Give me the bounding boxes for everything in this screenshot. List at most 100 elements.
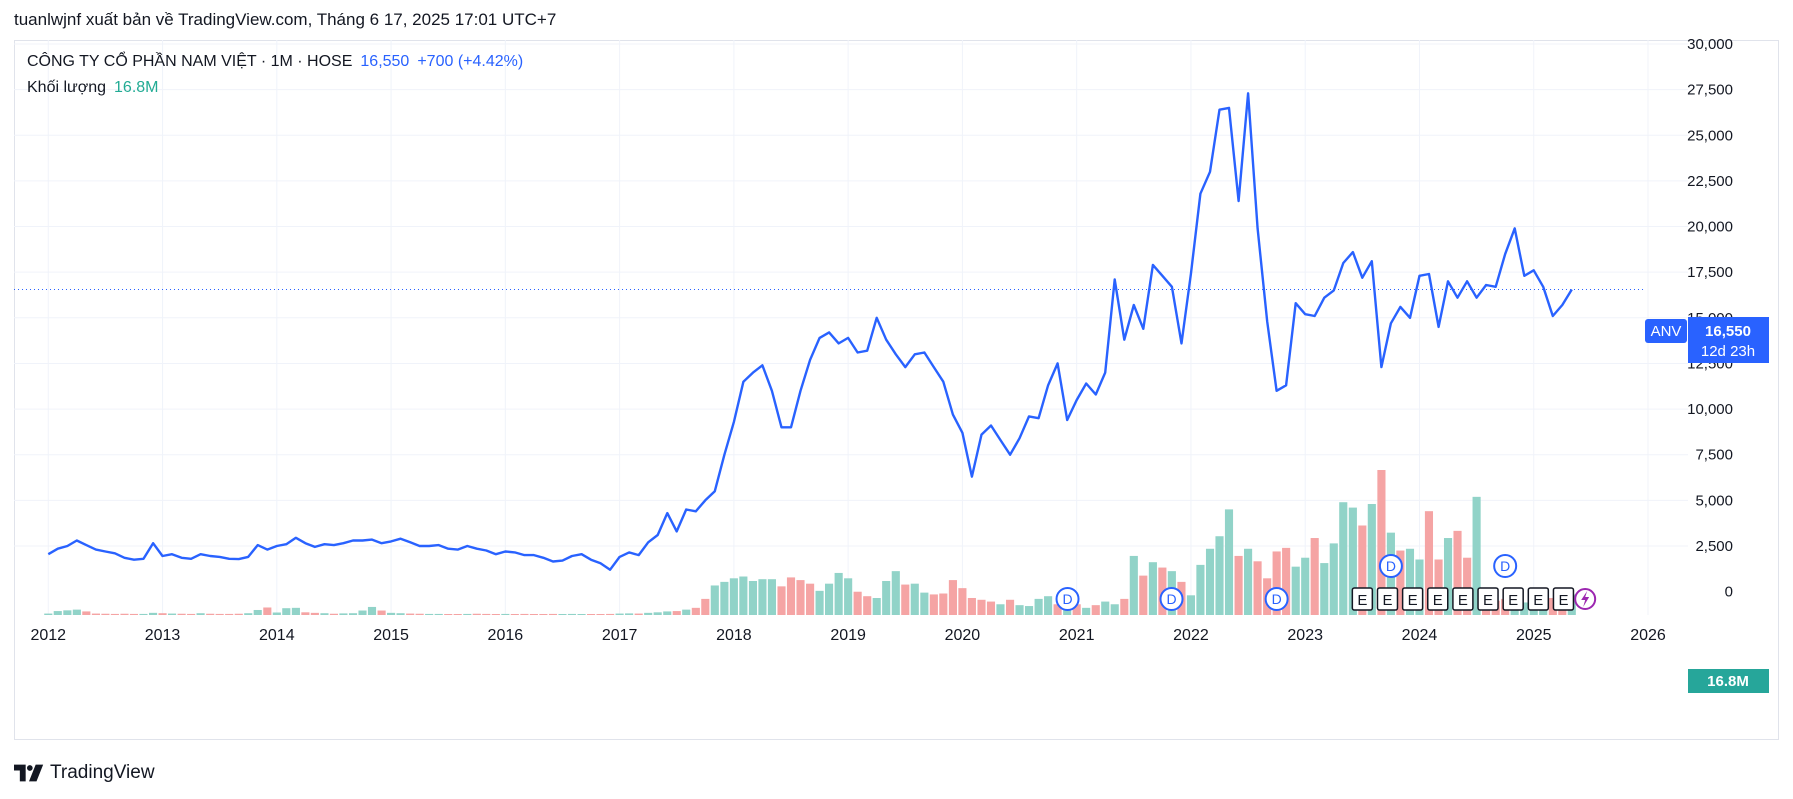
symbol-title: CÔNG TY CỔ PHẦN NAM VIỆT · 1M · HOSE <box>27 53 353 70</box>
volume-bar <box>453 614 462 615</box>
earnings-marker[interactable]: E <box>1401 587 1424 611</box>
earnings-marker[interactable]: E <box>1552 587 1575 611</box>
legend-change: +700 (+4.42%) <box>417 53 524 70</box>
volume-bar <box>644 612 653 615</box>
dividend-marker[interactable]: D <box>1378 554 1403 578</box>
x-axis: 2012 2013 2014 2015 2016 2017 2018 2019 2020 2021… <box>30 627 1665 644</box>
volume-bar <box>358 610 367 615</box>
volume-bar <box>339 613 348 615</box>
volume-bar <box>834 572 843 615</box>
y-tick-label: 30,000 <box>1687 36 1733 53</box>
volume-bar <box>1367 504 1376 615</box>
tradingview-brand[interactable]: TradingView <box>14 762 155 784</box>
volume-bar <box>53 611 62 615</box>
earnings-marker[interactable]: E <box>1452 587 1474 611</box>
volume-bar <box>139 613 148 615</box>
volume-bar <box>748 580 758 615</box>
volume-bar <box>329 613 339 615</box>
volume-bar <box>1348 507 1357 615</box>
dividend-marker-letter: D <box>1166 591 1176 607</box>
volume-bar <box>863 596 872 615</box>
volume-bar <box>1044 596 1053 615</box>
volume-bar <box>1377 470 1386 615</box>
x-tick-label: 2014 <box>259 627 295 644</box>
volume-bar <box>710 585 719 615</box>
volume-bar <box>444 614 453 615</box>
volume-bar <box>1310 538 1319 615</box>
volume-bar <box>187 613 196 615</box>
earnings-marker[interactable]: E <box>1376 587 1399 611</box>
volume-value-label: 16.8M <box>1688 669 1769 693</box>
volume-bar <box>396 613 405 615</box>
volume-bar <box>149 612 158 615</box>
volume-bar <box>263 607 272 615</box>
volume-bar <box>672 611 681 615</box>
price-chart[interactable]: D D DD DE E E E E E E E E 30,00027,50025,00022,5002… <box>0 0 1793 740</box>
earnings-marker-letter: E <box>1458 592 1468 609</box>
volume-bar <box>129 613 139 615</box>
earnings-marker-letter: E <box>1433 592 1443 609</box>
symbol-legend[interactable]: CÔNG TY CỔ PHẦN NAM VIỆT · 1M · HOSE 16,5… <box>27 53 523 71</box>
earnings-marker-letter: E <box>1533 592 1543 609</box>
dividend-marker[interactable]: D <box>1159 587 1184 611</box>
earnings-marker[interactable]: E <box>1527 587 1550 611</box>
earnings-marker[interactable]: E <box>1427 587 1449 611</box>
volume-bar <box>282 608 291 615</box>
volume-legend[interactable]: Khối lượng 16.8M <box>27 79 159 97</box>
price-badge-countdown: 12d 23h <box>1701 343 1755 360</box>
volume-bar <box>1358 525 1367 615</box>
volume-bar <box>196 613 205 615</box>
volume-bar <box>120 613 129 615</box>
x-tick-label: 2018 <box>716 627 752 644</box>
split-marker[interactable] <box>1574 588 1597 610</box>
volume-legend-value: 16.8M <box>114 79 159 96</box>
dividend-marker-circle <box>1159 587 1184 611</box>
volume-bar <box>425 613 434 615</box>
volume-bar <box>1463 557 1472 615</box>
volume-bar <box>1139 575 1148 615</box>
volume-bar <box>1148 562 1157 615</box>
volume-bar <box>1186 595 1196 615</box>
volume-bar <box>663 611 672 615</box>
price-line[interactable] <box>47 92 1573 571</box>
earnings-marker[interactable]: E <box>1502 587 1524 611</box>
x-tick-label: 2019 <box>830 627 866 644</box>
volume-badge-text: 16.8M <box>1707 673 1749 690</box>
x-tick-label: 2023 <box>1287 627 1323 644</box>
earnings-marker[interactable]: E <box>1477 587 1499 611</box>
earnings-marker-letter: E <box>1483 592 1493 609</box>
volume-bar <box>691 607 700 615</box>
volume-bar <box>167 613 177 615</box>
volume-bar <box>415 613 424 615</box>
volume-bar <box>510 614 519 615</box>
earnings-marker-box <box>1502 587 1524 611</box>
volume-bar <box>44 613 53 615</box>
volume-bar <box>1110 604 1119 615</box>
volume-bar <box>301 612 310 615</box>
ticker-badge-text: ANV <box>1651 323 1682 340</box>
earnings-marker-box <box>1452 587 1474 611</box>
volume-bar <box>101 613 110 615</box>
volume-bar <box>1405 548 1415 615</box>
volume-bar <box>739 576 748 615</box>
volume-bar <box>225 613 234 615</box>
dividend-marker[interactable]: D <box>1493 554 1518 578</box>
volume-bar <box>529 614 538 615</box>
price-line-group <box>14 92 1645 571</box>
volume-bar <box>320 613 329 615</box>
lightning-icon <box>1581 591 1590 607</box>
earnings-marker[interactable]: E <box>1351 587 1374 611</box>
volume-bar <box>1472 496 1481 615</box>
dividend-marker-letter: D <box>1062 591 1072 607</box>
dividend-marker-circle <box>1055 587 1080 611</box>
volume-bar <box>1301 557 1310 615</box>
volume-bar <box>1272 551 1281 615</box>
volume-bar <box>939 593 948 615</box>
volume-badge <box>1688 669 1769 693</box>
last-price-label[interactable]: ANV 16,550 12d 23h <box>1645 317 1769 363</box>
dividend-marker[interactable]: D <box>1055 587 1080 611</box>
dividend-marker[interactable]: D <box>1264 587 1289 611</box>
dividend-marker-circle <box>1264 587 1289 611</box>
volume-bar <box>272 612 281 615</box>
volume-bar <box>501 613 510 615</box>
